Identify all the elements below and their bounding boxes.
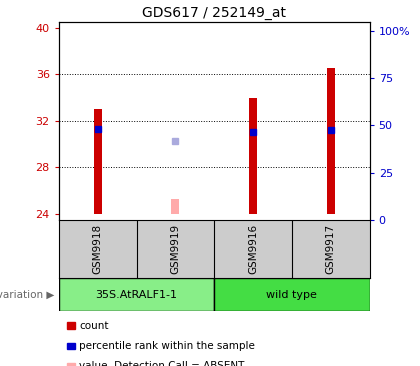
Text: count: count: [79, 321, 108, 331]
Text: GSM9918: GSM9918: [93, 224, 102, 274]
Text: GSM9916: GSM9916: [248, 224, 258, 274]
Bar: [214, 278, 370, 311]
Text: value, Detection Call = ABSENT: value, Detection Call = ABSENT: [79, 361, 244, 366]
Title: GDS617 / 252149_at: GDS617 / 252149_at: [142, 5, 286, 19]
Bar: [327, 68, 335, 214]
Text: wild type: wild type: [266, 290, 318, 300]
Text: GSM9919: GSM9919: [171, 224, 180, 274]
Bar: [59, 278, 214, 311]
Text: percentile rank within the sample: percentile rank within the sample: [79, 341, 255, 351]
Text: genotype/variation ▶: genotype/variation ▶: [0, 290, 55, 300]
Text: 35S.AtRALF1-1: 35S.AtRALF1-1: [95, 290, 178, 300]
Bar: [249, 97, 257, 214]
Bar: [94, 109, 102, 214]
Bar: [171, 199, 179, 214]
Text: GSM9917: GSM9917: [326, 224, 336, 274]
